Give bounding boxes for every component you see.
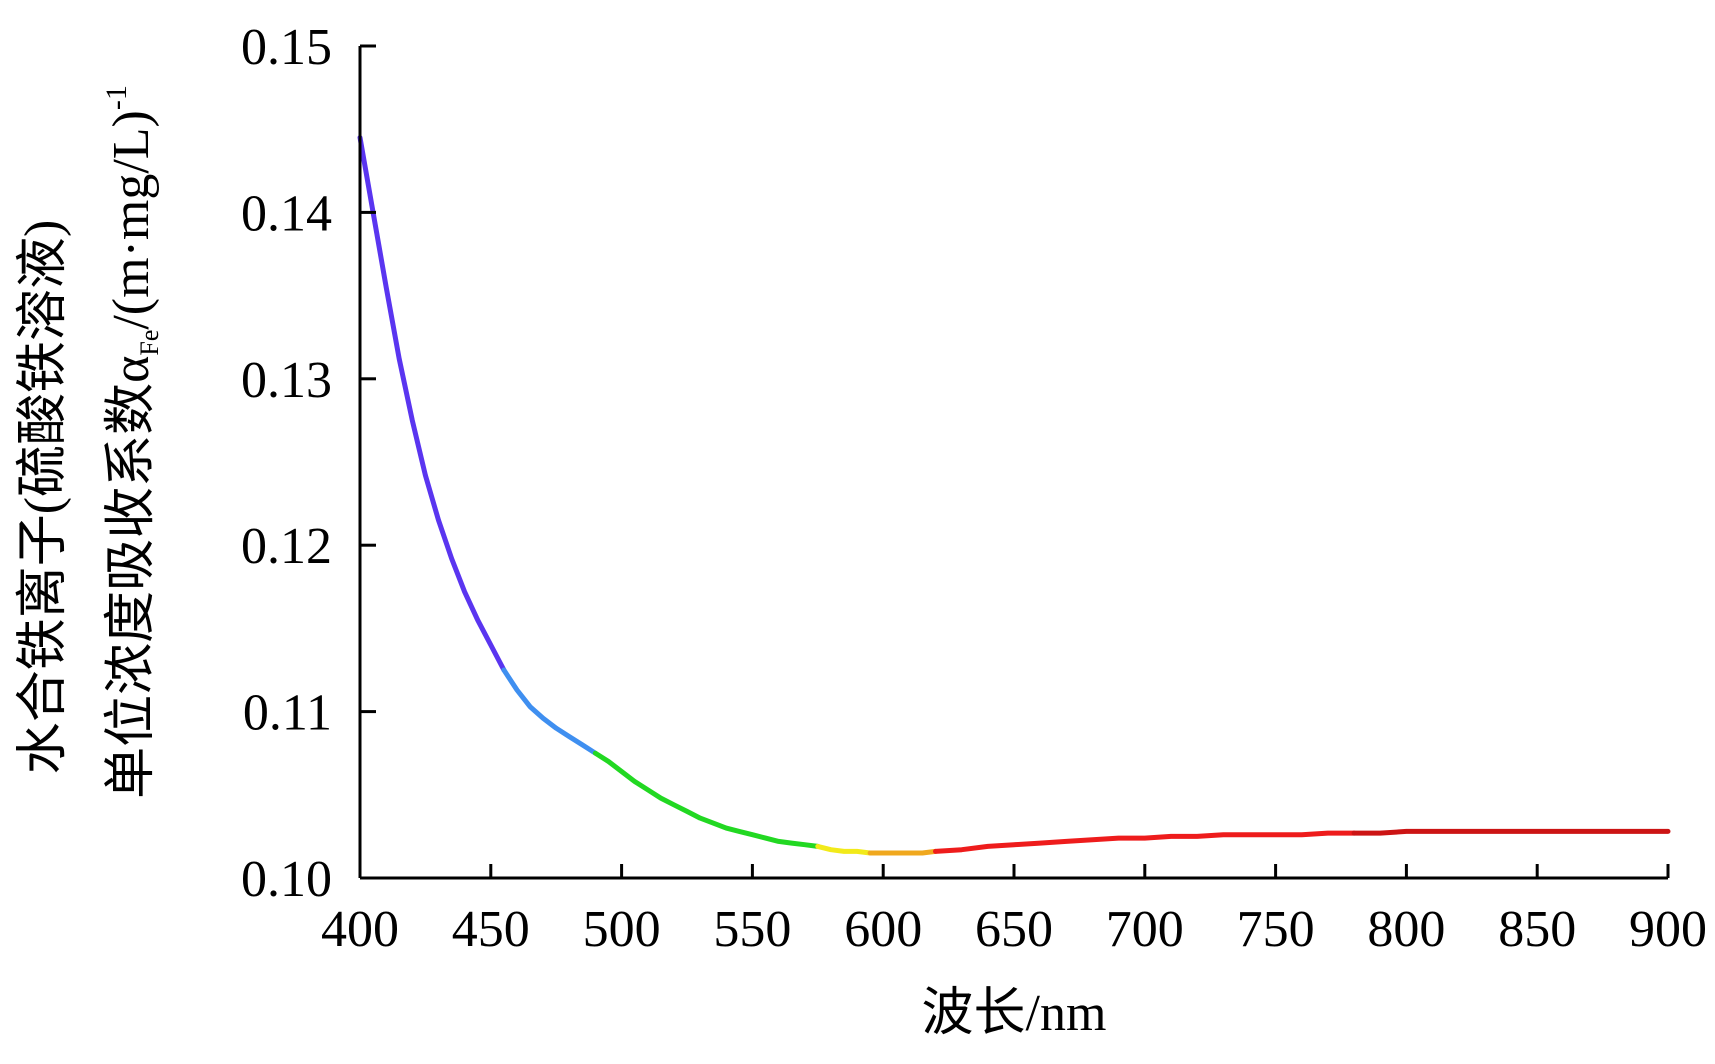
series-segment-0 (357, 135, 507, 673)
y-axis-title-superscript: -1 (100, 85, 133, 110)
x-tick-label-900: 900 (1629, 901, 1707, 958)
y-tick-label-0.12: 0.12 (241, 518, 332, 575)
y-tick-label-0.10: 0.10 (241, 851, 332, 908)
series-segment-2 (592, 750, 821, 849)
x-tick-label-650: 650 (975, 901, 1053, 958)
x-tick-labels: 400 450 500 550 600 650 700 750 800 850 900 (321, 901, 1707, 958)
series-segment-4 (867, 848, 938, 856)
x-tick-label-500: 500 (583, 901, 661, 958)
y-tick-label-0.11: 0.11 (243, 685, 332, 742)
y-axis-title-main: 单位浓度吸收系数α (103, 356, 160, 799)
y-axis-title-unit: /(m·mg/L) (103, 110, 160, 330)
y-axis-title-subscript: Fe (135, 330, 164, 356)
y-tick-label-0.13: 0.13 (241, 352, 332, 409)
series-segment-6 (1351, 828, 1671, 836)
x-tick-label-450: 450 (452, 901, 530, 958)
x-tick-label-400: 400 (321, 901, 399, 958)
x-axis-title: 波长/nm (922, 985, 1107, 1042)
x-tick-label-700: 700 (1106, 901, 1184, 958)
y-tick-labels: 0.10 0.11 0.12 0.13 0.14 0.15 (241, 19, 332, 908)
x-tick-label-850: 850 (1498, 901, 1576, 958)
y-axis-title-line2: 单位浓度吸收系数αFe/(m·mg/L)-1 (100, 85, 164, 799)
x-tick-label-800: 800 (1367, 901, 1445, 958)
series-segment-1 (501, 667, 598, 756)
y-axis-title-line1: 水合铁离子(硫酸铁溶液) (15, 220, 72, 775)
y-tick-label-0.14: 0.14 (241, 185, 332, 242)
series-segment-5 (933, 830, 1357, 854)
plot-lines (357, 135, 1671, 856)
y-tick-label-0.15: 0.15 (241, 19, 332, 76)
x-tick-label-600: 600 (844, 901, 922, 958)
y-axis-title: 水合铁离子(硫酸铁溶液) 单位浓度吸收系数αFe/(m·mg/L)-1 (15, 85, 164, 799)
x-tick-label-550: 550 (713, 901, 791, 958)
x-tick-label-750: 750 (1237, 901, 1315, 958)
axes (358, 44, 1670, 880)
series-segment-3 (815, 843, 873, 856)
